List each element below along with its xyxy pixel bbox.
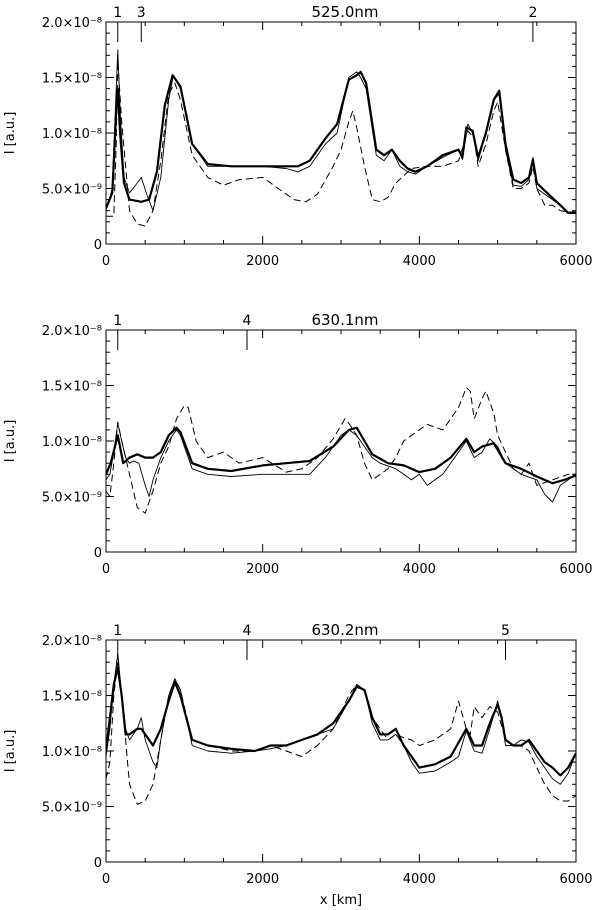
series-line-dashed [106,659,576,805]
panel-title: 525.0nm [311,3,378,21]
position-marker-label: 5 [501,623,510,639]
plot-frame [105,639,577,863]
y-tick-label: 1.5×10⁻⁸ [42,690,102,705]
position-marker-label: 4 [243,623,252,639]
panel-525nm: 0 2000 4000 6000 0 5.0×10⁻⁹ 1.0×10⁻⁸ 1.5×10⁻⁸ 2.… [3,3,593,269]
panel-title: 630.1nm [311,311,378,329]
position-marker-label: 3 [137,5,146,21]
x-tick-label: 4000 [403,254,436,269]
y-tick-label: 2.0×10⁻⁸ [42,634,102,649]
y-tick-label: 0 [94,856,102,871]
x-tick-label: 6000 [559,254,592,269]
y-axis-label: I [a.u.] [3,112,18,155]
y-tick-label: 1.5×10⁻⁸ [42,380,102,395]
series-line-thick [106,666,576,777]
series-line-thin [106,652,576,785]
y-axis-label: I [a.u.] [3,420,18,463]
x-tick-label: 4000 [403,562,436,577]
y-tick-label: 1.0×10⁻⁸ [42,435,102,450]
series-line-dashed [106,60,576,227]
series-line-thin [106,49,576,214]
position-marker-label: 4 [243,313,252,329]
position-marker-label: 1 [113,313,122,329]
x-tick-label: 0 [102,254,110,269]
plot-frame [105,21,577,245]
x-tick-label: 2000 [246,254,279,269]
panel-6302nm: 0 2000 4000 6000 0 5.0×10⁻⁹ 1.0×10⁻⁸ 1.5×10⁻⁸ 2.… [3,621,593,887]
y-axis-label: I [a.u.] [3,730,18,773]
plot-frame [105,329,577,553]
position-marker-label: 1 [113,623,122,639]
panel-6301nm: 0 2000 4000 6000 0 5.0×10⁻⁹ 1.0×10⁻⁸ 1.5×10⁻⁸ 2.… [3,311,593,577]
y-tick-label: 2.0×10⁻⁸ [42,16,102,31]
x-axis-label: x [km] [320,893,362,908]
x-tick-label: 6000 [559,562,592,577]
series-line-dashed [106,387,576,514]
y-tick-label: 1.5×10⁻⁸ [42,72,102,87]
y-tick-label: 2.0×10⁻⁸ [42,324,102,339]
y-tick-label: 1.0×10⁻⁸ [42,127,102,142]
panel-title: 630.2nm [311,621,378,639]
y-tick-label: 1.0×10⁻⁸ [42,745,102,760]
x-tick-label: 0 [102,872,110,887]
series-line-thin [106,422,576,503]
x-tick-label: 6000 [559,872,592,887]
x-tick-label: 0 [102,562,110,577]
y-tick-label: 5.0×10⁻⁹ [42,183,102,198]
y-tick-label: 5.0×10⁻⁹ [42,491,102,506]
y-tick-label: 5.0×10⁻⁹ [42,801,102,816]
x-tick-label: 4000 [403,872,436,887]
series-line-thick [106,426,576,485]
series-line-thick [106,70,576,214]
position-marker-label: 1 [113,5,122,21]
y-tick-label: 0 [94,546,102,561]
x-tick-label: 2000 [246,872,279,887]
position-marker-label: 2 [528,5,537,21]
y-tick-label: 0 [94,238,102,253]
x-tick-label: 2000 [246,562,279,577]
